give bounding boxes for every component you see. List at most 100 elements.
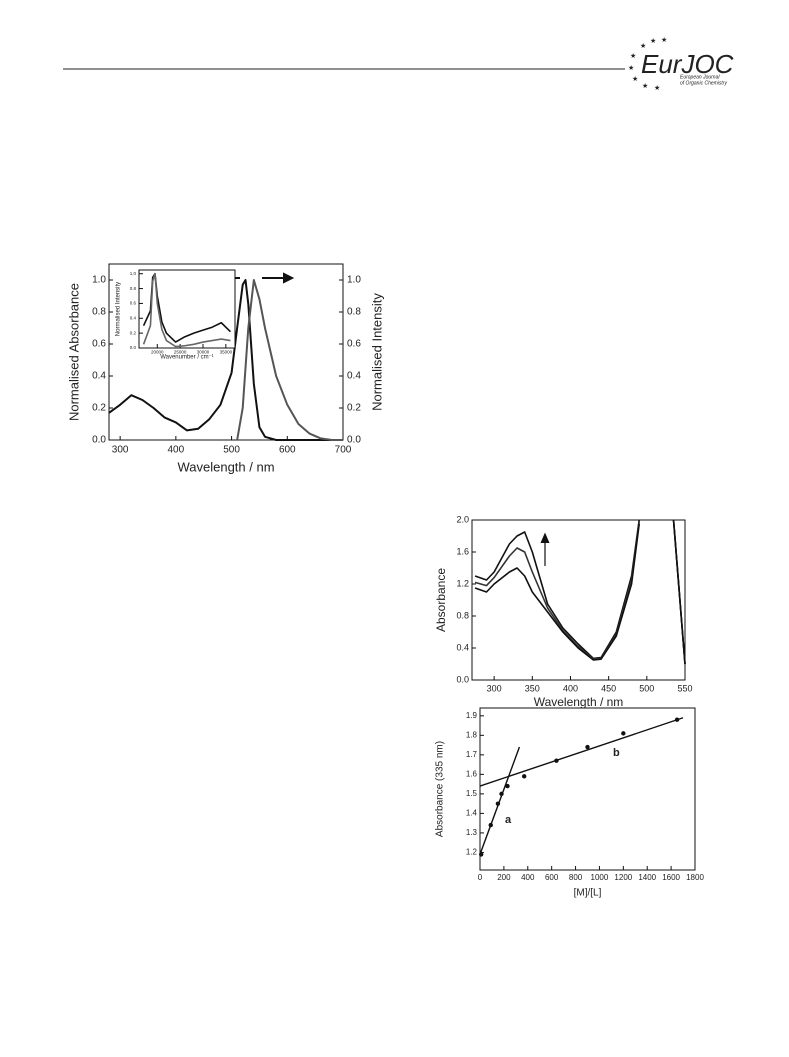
x-tick-label: 30000 [197, 350, 210, 355]
x-tick-label: 700 [335, 445, 352, 456]
y-tick-label: 1.8 [466, 730, 478, 739]
chart: 300 350 400 450 500 550 0.0 0.4 0.8 1.2 1.6 2.0 Wave… [434, 514, 692, 709]
y-tick-label: 0.2 [130, 330, 137, 335]
data-line [479, 746, 521, 855]
y-tick-label: 0.8 [130, 286, 137, 291]
logo: EurJOC [641, 49, 734, 79]
data-line [142, 272, 231, 348]
y-axis-label: Normalised Intensity [116, 282, 122, 336]
x-tick-label: 1200 [614, 873, 632, 882]
y-tick-label: 1.2 [466, 848, 478, 857]
y-tick-label: 1.9 [466, 711, 478, 720]
y-tick-label: 0.0 [456, 674, 469, 684]
x-tick-label: 1600 [662, 873, 680, 882]
x-tick-label: 20000 [151, 350, 164, 355]
svg-text:★: ★ [640, 42, 646, 50]
y-tick-label: 0.6 [92, 339, 106, 350]
x-tick-label: 400 [563, 683, 578, 693]
y-tick-label: 0.4 [130, 315, 137, 320]
y-axis-label: Absorbance (335 nm) [435, 741, 446, 837]
y-tick-label: 1.2 [456, 578, 469, 588]
data-line [474, 519, 686, 665]
data-line [108, 279, 343, 441]
y2-tick-label: 0.8 [347, 307, 361, 318]
svg-text:★: ★ [642, 82, 648, 90]
y-tick-label: 0.0 [130, 345, 137, 350]
x-tick-label: 550 [677, 683, 692, 693]
y2-tick-label: 0.2 [347, 403, 361, 414]
x-tick-label: 1400 [638, 873, 656, 882]
svg-text:★: ★ [650, 37, 656, 45]
x-axis-label: Wavelength / nm [177, 459, 274, 474]
y-tick-label: 0.4 [456, 642, 469, 652]
y-tick-label: 0.0 [92, 435, 106, 446]
data-line [474, 519, 686, 665]
x-tick-label: 35000 [220, 350, 233, 355]
y-tick-label: 1.4 [466, 809, 478, 818]
y-axis-label: Absorbance [434, 568, 448, 632]
y-tick-label: 0.4 [92, 371, 106, 382]
x-tick-label: 400 [521, 873, 535, 882]
data-line [142, 272, 231, 343]
y-tick-label: 0.8 [456, 610, 469, 620]
x-tick-label: 1000 [591, 873, 609, 882]
x-tick-label: 600 [545, 873, 559, 882]
y-tick-label: 1.0 [92, 275, 106, 286]
y-tick-label: 0.6 [130, 301, 137, 306]
plot-frame [108, 263, 344, 441]
y-tick-label: 1.6 [456, 546, 469, 556]
data-point [521, 774, 527, 779]
journal-name: European Journal [680, 74, 720, 80]
journal-name: of Organic Chemistry [680, 80, 727, 86]
x-tick-label: 350 [525, 683, 540, 693]
y-axis-label: Normalised Absorbance [66, 283, 81, 421]
data-line [479, 717, 684, 787]
svg-text:★: ★ [632, 75, 638, 83]
x-tick-label: 300 [487, 683, 502, 693]
data-line [236, 279, 343, 441]
x-tick-label: 300 [112, 445, 129, 456]
y-tick-label: 1.0 [130, 271, 137, 276]
annotation: a [505, 814, 512, 826]
data-point [621, 731, 626, 736]
x-tick-label: 400 [168, 445, 185, 456]
x-tick-label: 0 [478, 873, 483, 882]
plot-frame [471, 519, 686, 681]
y-tick-label: 1.7 [466, 750, 478, 759]
svg-text:★: ★ [628, 64, 634, 72]
chart: 0 200 400 600 800 1000 1200 1400 1600 1800 1.2 1.3 1… [435, 707, 704, 899]
y2-tick-label: 0.0 [347, 435, 361, 446]
y2-tick-label: 0.4 [347, 371, 361, 382]
plot-frame [479, 707, 696, 871]
x-tick-label: 600 [279, 445, 296, 456]
y-tick-label: 2.0 [456, 514, 469, 524]
y2-tick-label: 0.6 [347, 339, 361, 350]
y2-axis-label: Normalised Intensity [369, 293, 384, 411]
data-line [474, 519, 686, 665]
svg-text:★: ★ [630, 52, 636, 60]
x-tick-label: 200 [497, 873, 511, 882]
chart: 300 400 500 600 7000.00.20.40.60.81.00.00.20… [66, 263, 384, 474]
y-tick-label: 1.6 [466, 769, 478, 778]
y-tick-label: 1.3 [466, 828, 478, 837]
x-tick-label: 1800 [686, 873, 704, 882]
x-axis-label: Wavelength / nm [534, 695, 624, 709]
annotation: b [613, 747, 620, 759]
chart: 20000 25000 30000 35000 0.0 0.2 0.4 0.6 0.8 1.0 Wa… [116, 269, 236, 361]
y-tick-label: 0.8 [92, 307, 106, 318]
x-axis-label: [M]/[L] [574, 888, 602, 899]
y2-tick-label: 1.0 [347, 275, 361, 286]
x-tick-label: 450 [601, 683, 616, 693]
x-tick-label: 500 [639, 683, 654, 693]
y-tick-label: 1.5 [466, 789, 478, 798]
x-axis-label: Wavenumber / cm⁻¹ [160, 355, 214, 361]
svg-text:★: ★ [661, 36, 667, 44]
logo-stars: ★ ★ ★ ★ ★ ★ ★ ★ [628, 36, 667, 92]
svg-text:★: ★ [654, 84, 660, 92]
x-tick-label: 25000 [174, 350, 187, 355]
data-point [585, 744, 590, 750]
x-tick-label: 800 [569, 873, 583, 882]
y-tick-label: 0.2 [92, 403, 106, 414]
x-tick-label: 500 [223, 445, 240, 456]
